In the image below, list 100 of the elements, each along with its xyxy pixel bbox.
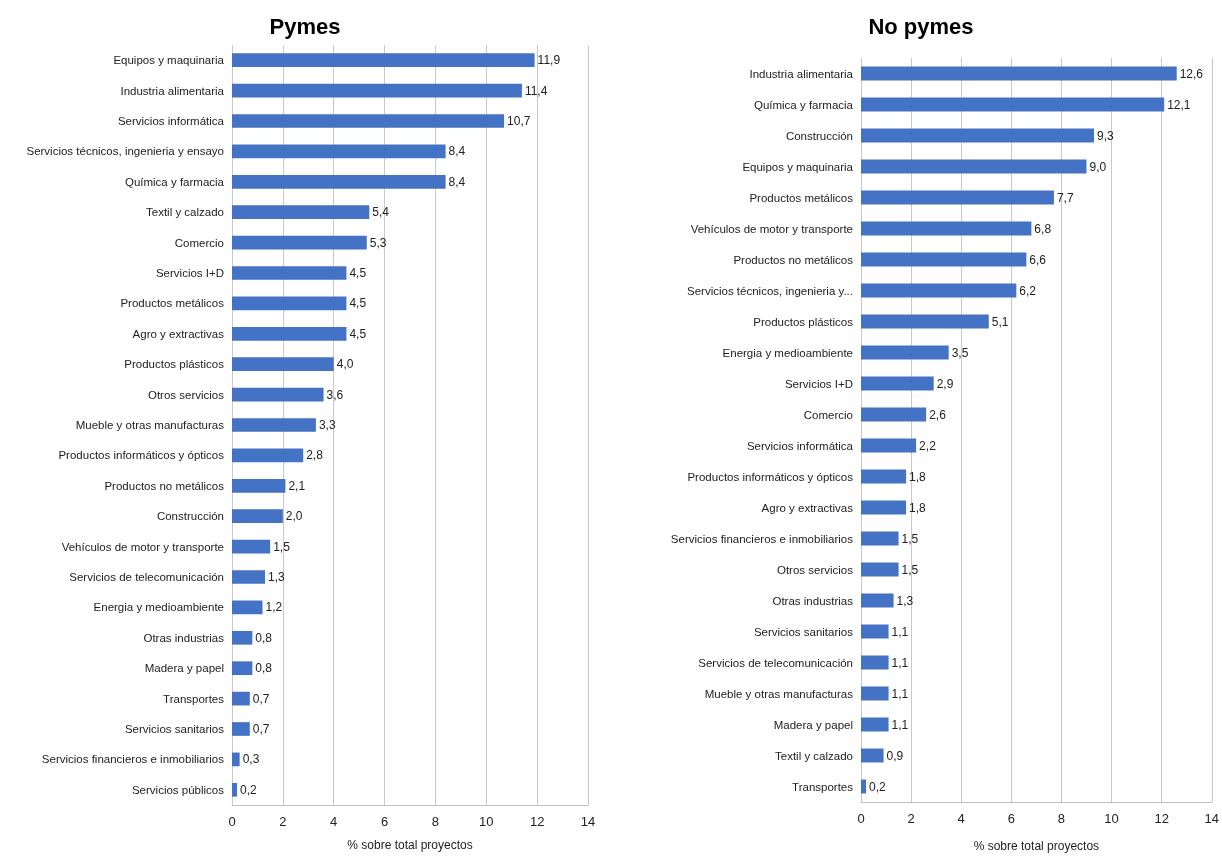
bar <box>232 174 446 189</box>
y-tick-label: Servicios I+D <box>155 267 224 279</box>
data-label: 1,1 <box>891 655 909 670</box>
bar <box>232 570 266 584</box>
y-tick-label: Productos informáticos y ópticos <box>687 470 854 483</box>
bar <box>232 326 347 341</box>
y-tick-label: Transportes <box>163 692 225 705</box>
bar <box>861 717 889 732</box>
y-tick-label: Madera y papel <box>144 662 224 675</box>
data-label: 0,8 <box>255 630 273 645</box>
x-tick-label: 0 <box>228 814 236 829</box>
bar <box>861 655 889 670</box>
bar <box>232 296 347 311</box>
bar <box>232 144 446 159</box>
data-label: 12,1 <box>1167 97 1191 112</box>
bar <box>232 509 283 524</box>
chart-title: Pymes <box>269 13 341 39</box>
data-label: 6,8 <box>1034 221 1052 236</box>
data-label: 1,8 <box>909 469 927 484</box>
bar <box>232 235 367 250</box>
data-label: 4,0 <box>336 357 354 372</box>
data-label: 0,7 <box>252 691 270 706</box>
x-tick-label: 10 <box>479 814 494 829</box>
y-tick-label: Servicios financieros e inmobiliarios <box>670 532 854 545</box>
bar <box>861 314 989 329</box>
bar <box>861 407 927 422</box>
bar <box>232 661 253 676</box>
data-label: 1,5 <box>901 531 919 546</box>
data-label: 0,8 <box>255 661 273 676</box>
x-tick-label: 14 <box>1204 811 1219 826</box>
y-tick-label: Vehículos de motor y transporte <box>690 222 853 235</box>
data-label: 0,3 <box>242 752 260 767</box>
y-tick-label: Agro y extractivas <box>132 327 225 340</box>
data-label: 4,5 <box>349 296 367 311</box>
bar <box>232 83 522 98</box>
y-tick-label: Transportes <box>792 780 854 793</box>
bar <box>232 53 535 68</box>
y-tick-label: Servicios sanitarios <box>753 625 854 638</box>
bar <box>861 66 1177 81</box>
x-tick-label: 8 <box>431 814 440 829</box>
data-label: 8,4 <box>448 144 466 159</box>
y-tick-label: Productos metálicos <box>749 191 854 204</box>
y-tick-label: Textil y calzado <box>775 749 853 762</box>
bar <box>232 691 250 706</box>
x-tick-label: 6 <box>1007 811 1015 826</box>
data-label: 3,6 <box>326 387 344 402</box>
bar <box>861 748 884 763</box>
bar <box>861 531 899 546</box>
bar <box>232 205 370 220</box>
bar <box>861 562 899 577</box>
data-label: 5,4 <box>372 205 390 220</box>
y-tick-label: Mueble y otras manufacturas <box>75 419 225 431</box>
bar <box>232 357 334 372</box>
bar <box>861 252 1027 267</box>
y-tick-label: Servicios I+D <box>784 377 853 390</box>
x-tick-label: 6 <box>380 814 389 829</box>
y-tick-label: Servicios públicos <box>131 783 225 796</box>
x-tick-label: 10 <box>1104 811 1119 826</box>
data-label: 11,4 <box>524 83 548 98</box>
bar <box>861 97 1165 112</box>
data-label: 11,9 <box>537 53 561 68</box>
data-label: 5,1 <box>991 314 1009 329</box>
y-tick-label: Energia y medioambiente <box>722 346 853 359</box>
y-tick-label: Otras industrias <box>143 631 225 644</box>
chart-title: No pymes <box>868 13 974 39</box>
data-label: 10,7 <box>507 114 531 128</box>
y-tick-label: Química y farmacia <box>753 98 854 111</box>
data-label: 1,8 <box>909 500 927 515</box>
data-label: 1,2 <box>265 600 283 615</box>
data-label: 0,7 <box>252 722 270 736</box>
bar <box>861 686 889 701</box>
x-tick-label: 8 <box>1057 811 1066 826</box>
bar <box>861 593 894 608</box>
bar <box>861 128 1095 143</box>
bar <box>861 779 867 794</box>
data-label: 3,3 <box>318 418 336 432</box>
x-tick-label: 0 <box>857 811 865 826</box>
x-axis-title: % sobre total proyectos <box>347 838 473 852</box>
data-label: 0,2 <box>869 779 887 794</box>
data-label: 1,1 <box>891 624 909 639</box>
y-tick-label: Mueble y otras manufacturas <box>704 687 854 700</box>
y-tick-label: Química y farmacia <box>124 175 225 188</box>
y-tick-label: Servicios de telecomunicación <box>698 656 853 669</box>
data-label: 2,2 <box>919 438 937 453</box>
data-label: 0,2 <box>240 782 258 797</box>
bar <box>861 190 1054 205</box>
data-label: 4,5 <box>349 266 367 280</box>
y-tick-label: Productos informáticos y ópticos <box>58 449 225 462</box>
bar <box>232 752 240 767</box>
y-tick-label: Servicios financieros e inmobiliarios <box>41 753 225 766</box>
data-label: 4,5 <box>349 326 367 341</box>
bar <box>861 283 1017 298</box>
y-tick-label: Productos plásticos <box>753 315 854 328</box>
y-tick-label: Productos no metálicos <box>104 479 225 492</box>
data-label: 1,5 <box>273 539 291 554</box>
bar <box>232 782 238 797</box>
data-label: 9,0 <box>1089 159 1107 174</box>
y-tick-label: Servicios técnicos, ingenieria y... <box>687 284 853 297</box>
y-tick-label: Comercio <box>174 236 224 249</box>
data-label: 2,1 <box>288 478 306 493</box>
